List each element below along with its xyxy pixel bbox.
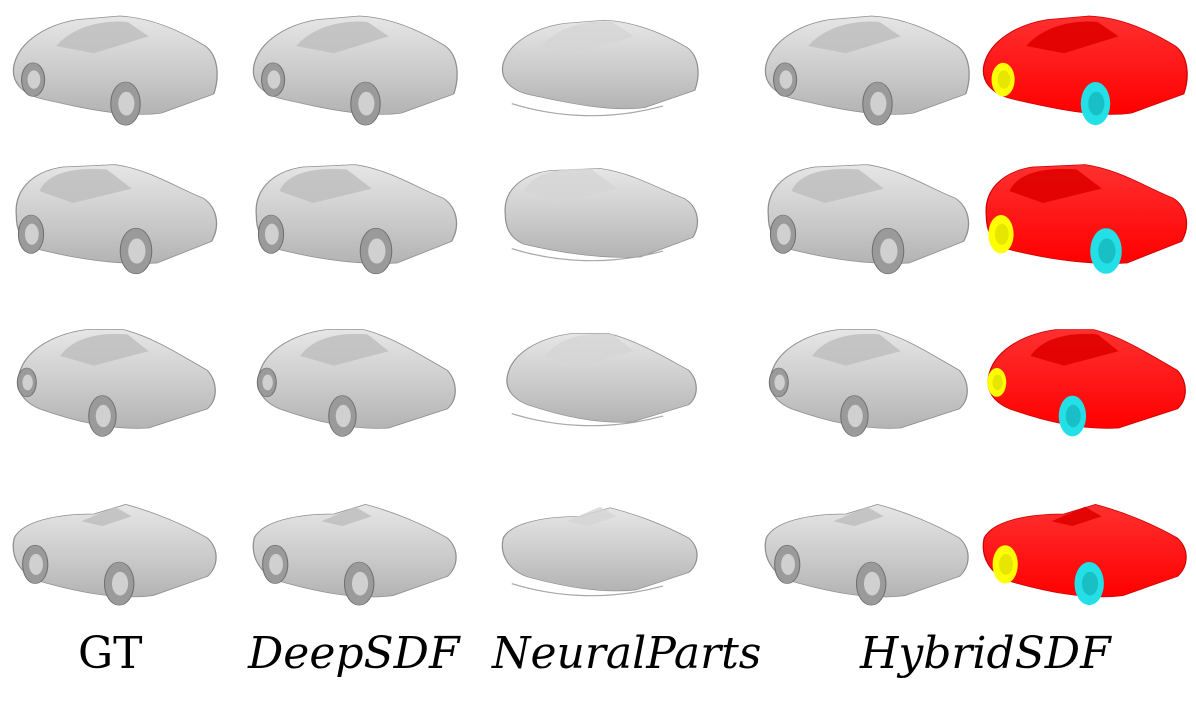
- car-roof: [791, 168, 884, 203]
- rear-wheel-hub: [29, 553, 43, 575]
- rear-wheel-hub: [992, 374, 1003, 391]
- car-underside: [511, 248, 664, 262]
- rear-wheel-hub: [267, 70, 281, 89]
- car-roof: [1051, 506, 1102, 526]
- car-roof: [1009, 168, 1102, 203]
- car-render-sedan-police-hybridsdf-parts: [982, 15, 1188, 126]
- car-render-convertible-gt: [12, 503, 217, 606]
- rear-wheel-hub: [779, 70, 793, 89]
- column-label-deepsdf: DeepSDF: [248, 628, 460, 679]
- car-render-sedan-police-deepsdf: [252, 15, 458, 126]
- car-roof: [1026, 21, 1119, 54]
- car-render-hatchback-mini-hybridsdf-parts: [985, 164, 1188, 274]
- car-underside: [511, 103, 664, 117]
- rear-wheel-hub: [999, 553, 1013, 575]
- car-render-convertible-neuralparts: [501, 506, 698, 597]
- car-roof: [524, 168, 617, 203]
- rear-wheel-hub: [27, 70, 41, 89]
- front-wheel-hub: [95, 404, 111, 428]
- front-wheel-hub: [1098, 238, 1116, 264]
- car-roof: [296, 21, 389, 54]
- car-render-sedan-compact-hybridsdf-parts: [987, 329, 1186, 437]
- front-wheel-hub: [111, 571, 129, 596]
- car-render-convertible-hybridsdf: [764, 503, 969, 606]
- car-roof: [545, 333, 634, 366]
- rear-wheel-hub: [774, 374, 785, 391]
- front-wheel-hub: [880, 238, 898, 264]
- front-wheel-hub: [863, 571, 881, 596]
- rear-wheel-hub: [776, 223, 791, 245]
- rear-wheel-hub: [781, 553, 795, 575]
- car-roof: [300, 333, 389, 366]
- column-label-gt: GT: [78, 628, 143, 679]
- car-render-hatchback-mini-neuralparts: [504, 168, 699, 262]
- car-render-convertible-hybridsdf-parts: [982, 503, 1187, 606]
- rear-wheel-hub: [269, 553, 283, 575]
- car-render-sedan-compact-gt: [16, 329, 216, 437]
- car-roof: [566, 506, 617, 526]
- car-render-sedan-police-gt: [12, 15, 218, 126]
- front-wheel-hub: [1065, 404, 1081, 428]
- car-render-sedan-compact-deepsdf: [256, 329, 456, 437]
- front-wheel-hub: [847, 404, 863, 428]
- car-body: [501, 507, 698, 592]
- column-label-hybridsdf: HybridSDF: [860, 628, 1111, 679]
- car-roof: [81, 506, 132, 526]
- car-roof: [808, 21, 901, 54]
- rear-wheel-hub: [22, 374, 33, 391]
- car-render-hatchback-mini-gt: [15, 164, 218, 275]
- car-render-hatchback-mini-deepsdf: [255, 164, 458, 275]
- car-underside: [511, 583, 664, 597]
- front-wheel-hub: [870, 91, 887, 116]
- front-wheel-hub: [368, 238, 386, 264]
- car-underside: [511, 413, 664, 427]
- rear-wheel-hub: [24, 223, 39, 245]
- car-roof: [279, 168, 372, 203]
- rear-wheel-hub: [994, 223, 1009, 245]
- column-label-neuralparts: NeuralParts: [492, 628, 762, 679]
- front-wheel-hub: [1088, 91, 1105, 116]
- front-wheel-hub: [351, 571, 369, 596]
- car-render-sedan-police-neuralparts: [501, 19, 699, 117]
- front-wheel-hub: [1081, 571, 1099, 596]
- car-roof: [56, 21, 149, 54]
- front-wheel-hub: [128, 238, 146, 264]
- rear-wheel-hub: [264, 223, 279, 245]
- front-wheel-hub: [118, 91, 135, 116]
- car-roof: [833, 506, 884, 526]
- car-roof: [1030, 333, 1119, 366]
- car-render-hatchback-mini-hybridsdf: [767, 164, 970, 275]
- car-roof: [60, 333, 149, 366]
- front-wheel-hub: [335, 404, 351, 428]
- rear-wheel-hub: [262, 374, 273, 391]
- front-wheel-hub: [358, 91, 375, 116]
- car-roof: [39, 168, 132, 203]
- car-render-sedan-compact-neuralparts: [506, 333, 697, 427]
- car-roof: [321, 506, 372, 526]
- car-roof: [812, 333, 901, 366]
- car-render-sedan-police-hybridsdf: [764, 15, 970, 126]
- car-roof: [541, 21, 634, 54]
- car-render-sedan-compact-hybridsdf: [768, 329, 968, 437]
- rear-wheel-hub: [997, 70, 1011, 89]
- car-render-convertible-deepsdf: [252, 503, 457, 606]
